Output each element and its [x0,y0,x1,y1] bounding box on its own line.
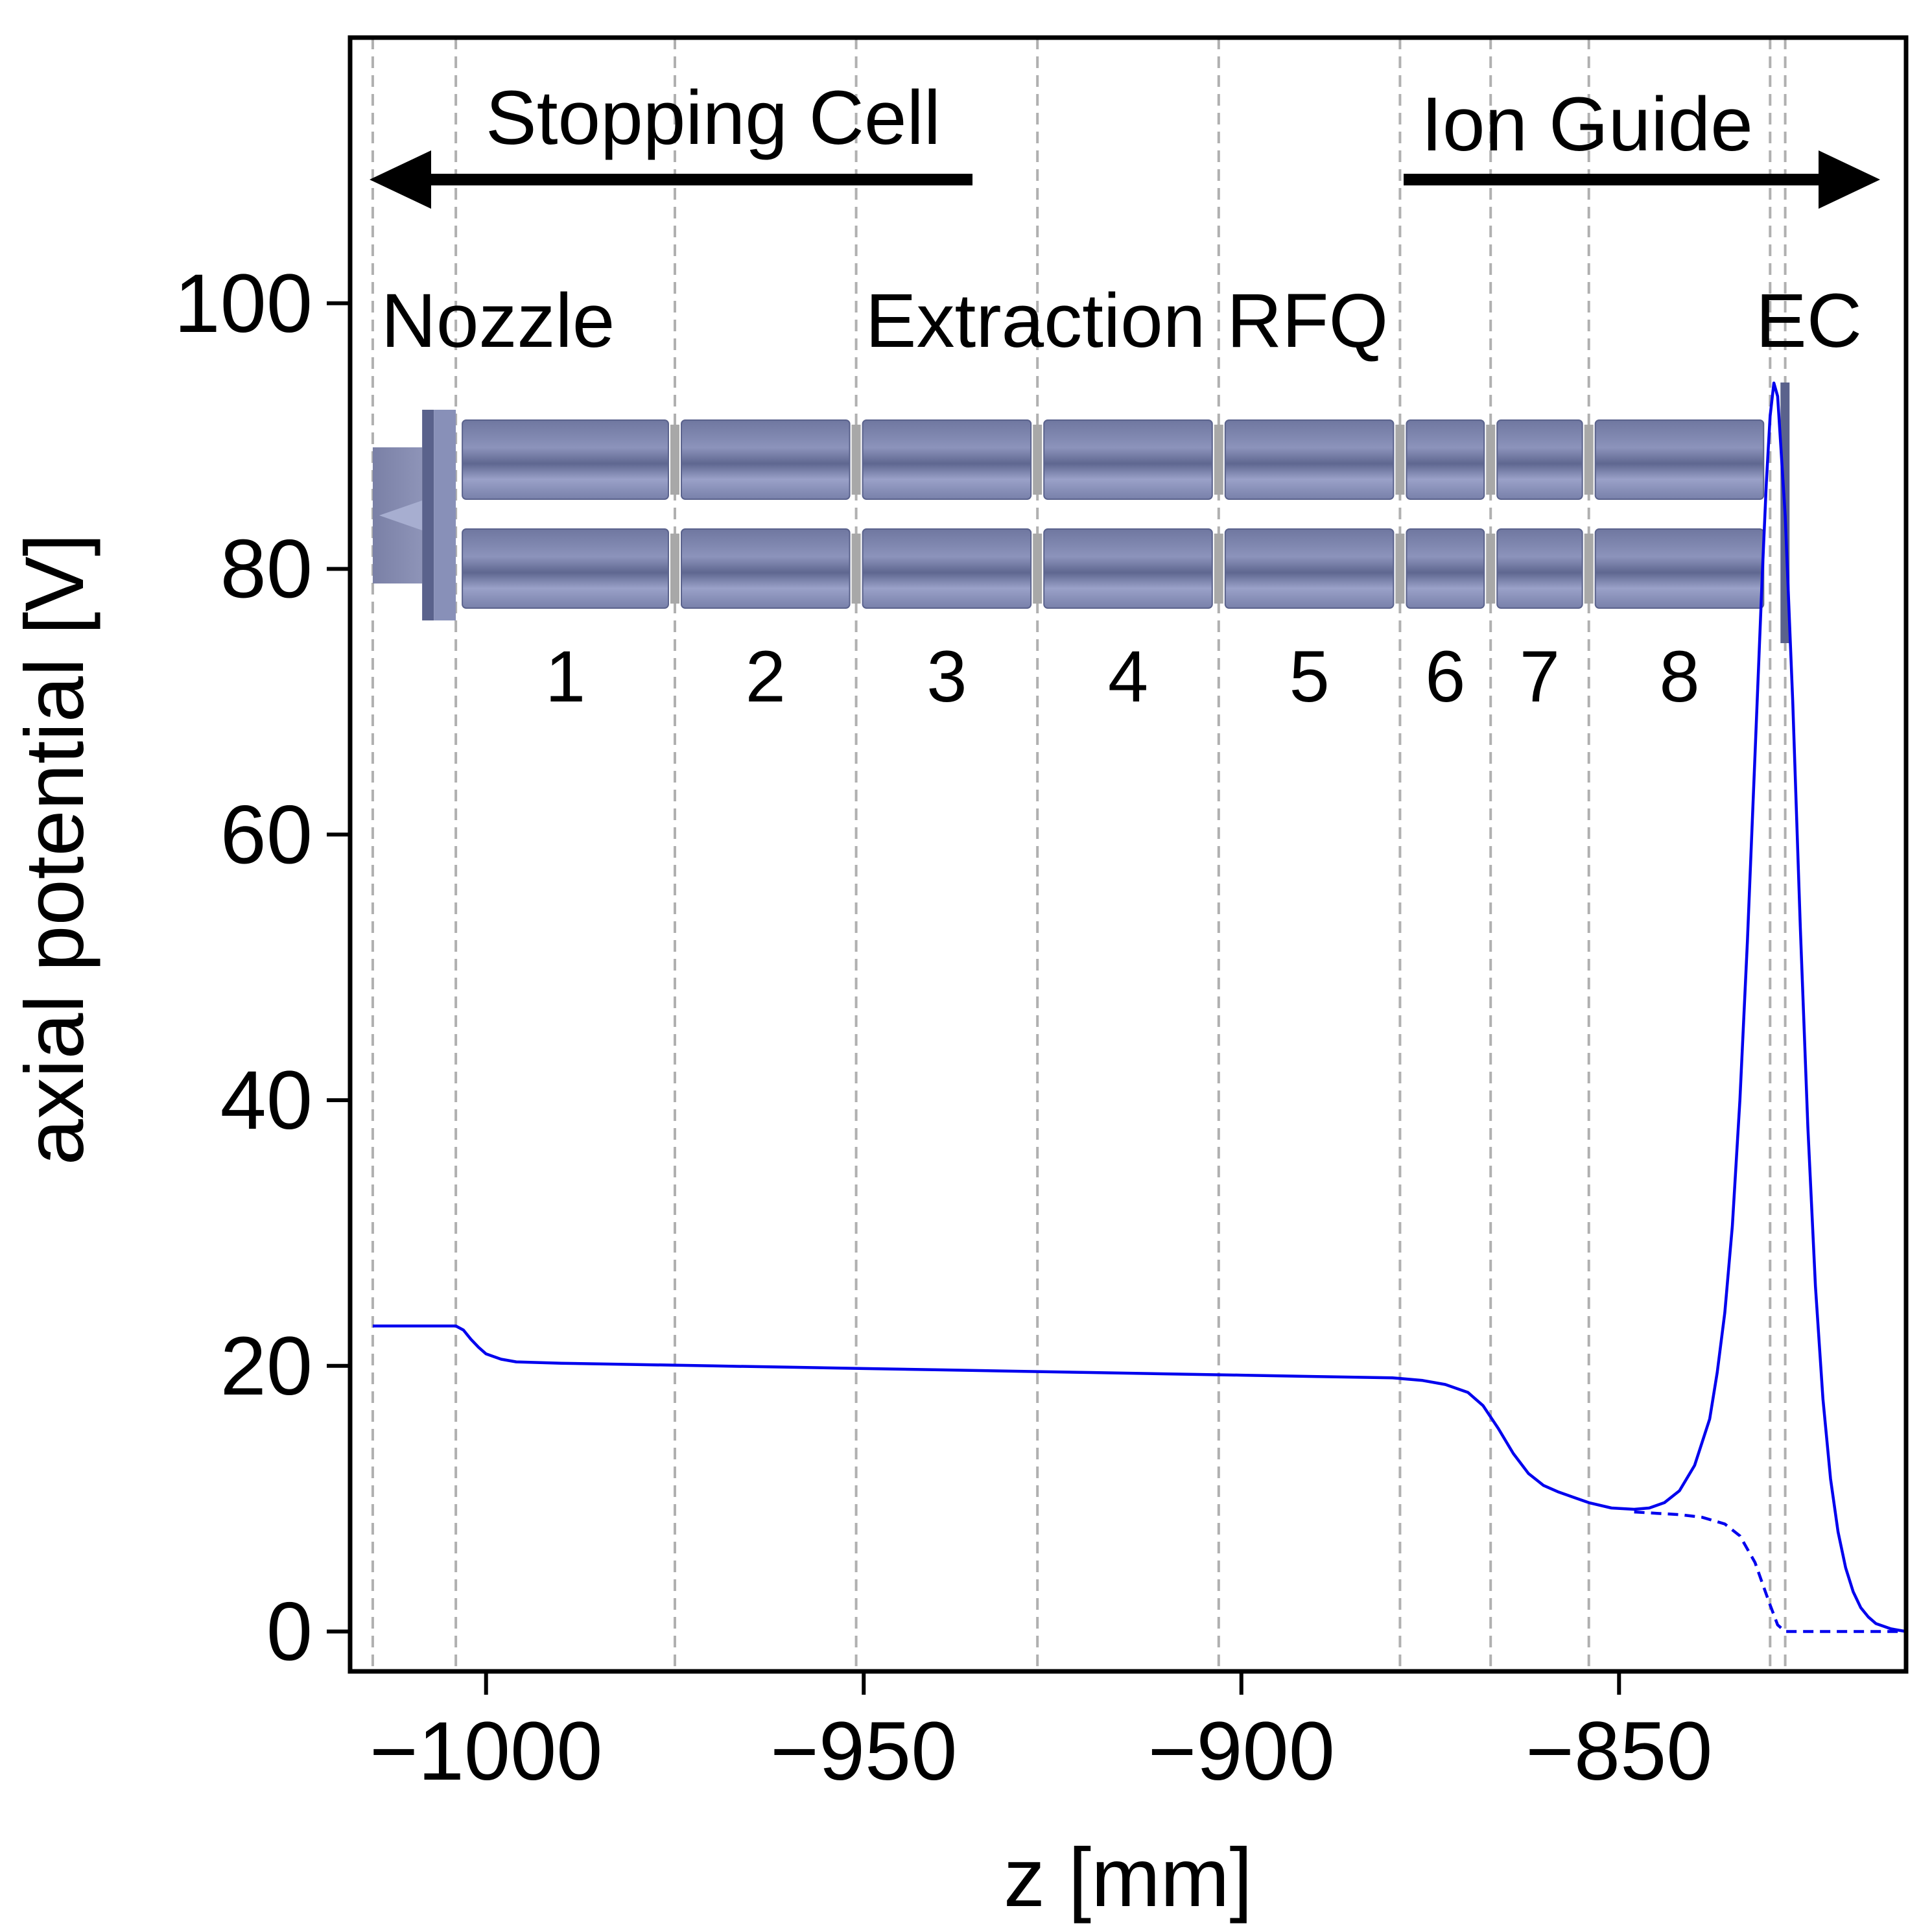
rfq-rod [462,528,669,609]
rfq-rod [862,419,1032,500]
y-axis-ticks: 0 20 40 60 80 100 [174,257,350,1679]
stopping-cell-label: Stopping Cell [486,75,941,161]
x-tick-label: −1000 [370,1705,603,1798]
rfq-gap [1486,425,1496,495]
y-axis-title: axial potential [V] [8,534,101,1166]
nozzle-graphic [372,410,456,620]
x-tick-label: −950 [770,1705,957,1798]
rfq-gap [1395,425,1405,495]
rfq-gap [1214,425,1223,495]
rfq-segment-number: 4 [1108,636,1148,717]
ec-label: EC [1756,278,1862,364]
extraction-rfq-label: Extraction RFQ [866,278,1389,364]
rfq-rod [1594,419,1765,500]
rfq-rod [1496,528,1583,609]
y-tick-label: 20 [220,1320,312,1413]
nozzle-flange-face [434,410,456,620]
x-tick-label: −850 [1526,1705,1712,1798]
rfq-rod [1406,528,1485,609]
rfq-gap [670,534,679,604]
rfq-gap [1486,534,1496,604]
y-tick-label: 40 [220,1054,312,1147]
segment-boundary-lines [371,38,1787,1671]
rfq-segment-number: 2 [746,636,786,717]
rfq-rod [1224,419,1395,500]
rfq-rod [1043,419,1213,500]
rfq-gap [1584,534,1594,604]
rfq-rod [462,419,669,500]
rfq-gap [851,425,861,495]
rfq-rod [1406,419,1485,500]
rfq-gap [1033,534,1043,604]
rfq-gap [670,425,679,495]
rfq-rod [1496,419,1583,500]
y-tick-label: 0 [266,1586,312,1679]
plot-frame [348,35,1909,1674]
x-tick-label: −900 [1148,1705,1335,1798]
rfq-segment-number: 7 [1520,636,1560,717]
rfq-segment-number: 6 [1425,636,1465,717]
rfq-electrode-rods [462,419,1765,609]
potential-line-ec-off [1634,1510,1906,1633]
x-axis-title: z [mm] [1004,1832,1253,1924]
ion-guide-arrow-icon [1404,150,1880,209]
y-tick-label: 80 [220,523,312,616]
rfq-gap [1214,534,1223,604]
nozzle-label: Nozzle [381,278,615,364]
rfq-segment-number: 1 [545,636,585,717]
x-axis-ticks: −1000 −950 −900 −850 [370,1671,1712,1798]
rfq-segment-number: 3 [926,636,967,717]
rfq-segment-number: 5 [1289,636,1329,717]
rfq-gap [1584,425,1594,495]
rfq-rod [862,528,1032,609]
rfq-gap [1395,534,1405,604]
rfq-gap [851,534,861,604]
plot-series [373,381,1907,1633]
y-tick-label: 60 [220,788,312,881]
rfq-rod [1043,528,1213,609]
rfq-rod [680,419,851,500]
annotations: Stopping Cell Ion Guide Nozzle Extractio… [370,75,1880,364]
nozzle-flange [422,410,434,620]
y-tick-label: 100 [174,257,312,350]
ion-guide-label: Ion Guide [1421,82,1753,167]
stopping-cell-arrow-icon [370,150,972,209]
rfq-rod [1594,528,1765,609]
potential-line-ec-on [373,381,1907,1633]
apparatus-schematic [372,383,1790,643]
nozzle-cone [379,501,423,530]
rfq-rod [1224,528,1395,609]
rfq-gap [1033,425,1043,495]
rfq-segment-number: 8 [1659,636,1699,717]
rfq-rod [680,528,851,609]
